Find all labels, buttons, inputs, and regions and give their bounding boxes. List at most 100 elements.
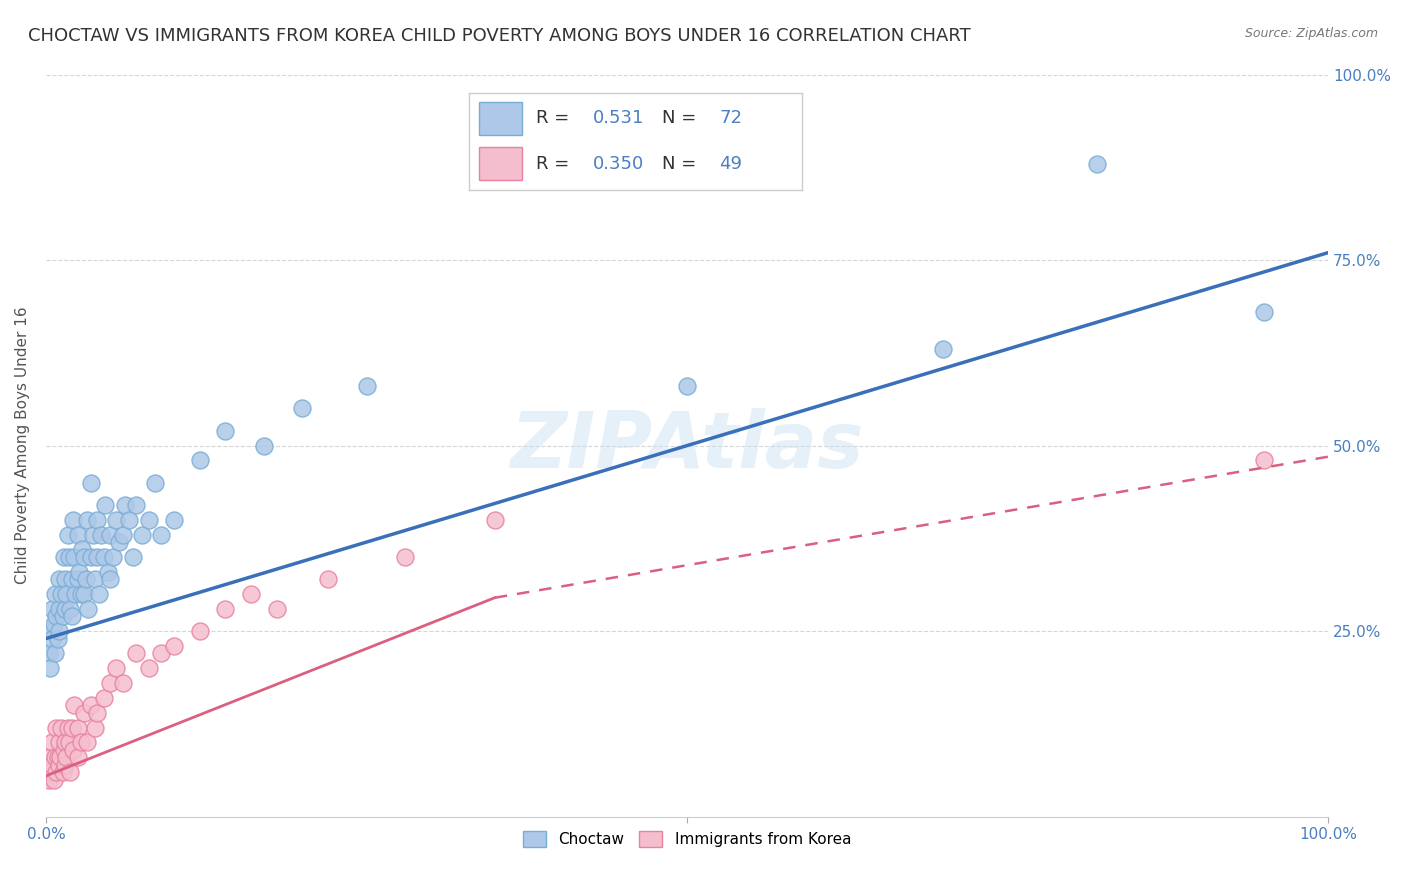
Point [214, 424, 236, 438]
Point [86, 513, 108, 527]
Point [83, 721, 105, 735]
Point [48, 572, 70, 586]
Point [101, 549, 124, 564]
Point [53, 572, 76, 586]
Point [108, 535, 131, 549]
Point [80, 698, 103, 713]
Point [44, 587, 66, 601]
Point [484, 513, 506, 527]
Point [60, 721, 83, 735]
Point [70, 542, 93, 557]
Point [73, 587, 96, 601]
Point [75, 572, 97, 586]
Point [150, 527, 173, 541]
Point [291, 401, 314, 416]
Point [60, 609, 83, 624]
Point [82, 527, 104, 541]
Point [38, 661, 60, 675]
Point [1253, 453, 1275, 467]
Point [48, 757, 70, 772]
Point [125, 498, 148, 512]
Point [66, 721, 89, 735]
Point [42, 772, 65, 787]
Point [138, 513, 160, 527]
Point [83, 572, 105, 586]
Point [62, 743, 84, 757]
Point [86, 549, 108, 564]
Point [41, 632, 63, 646]
Point [46, 632, 69, 646]
Point [105, 661, 128, 675]
Point [39, 624, 62, 639]
Point [52, 765, 75, 780]
Point [253, 439, 276, 453]
Text: ZIPAtlas: ZIPAtlas [510, 408, 863, 483]
Point [56, 721, 79, 735]
Point [76, 735, 98, 749]
Point [51, 721, 73, 735]
Point [49, 750, 72, 764]
Point [163, 639, 186, 653]
Point [69, 587, 91, 601]
Y-axis label: Child Poverty Among Boys Under 16: Child Poverty Among Boys Under 16 [15, 307, 30, 584]
Point [55, 750, 77, 764]
Point [66, 527, 89, 541]
Point [63, 549, 86, 564]
Point [105, 513, 128, 527]
Point [316, 572, 339, 586]
Point [66, 572, 89, 586]
Point [41, 757, 63, 772]
Point [59, 602, 82, 616]
Point [45, 721, 67, 735]
Point [44, 750, 66, 764]
Point [52, 743, 75, 757]
Point [676, 379, 699, 393]
Point [39, 765, 62, 780]
Point [150, 647, 173, 661]
Point [52, 549, 75, 564]
Point [52, 609, 75, 624]
Point [122, 549, 145, 564]
Point [188, 624, 211, 639]
Point [38, 772, 60, 787]
Point [67, 565, 90, 579]
Point [111, 676, 134, 690]
Point [65, 587, 87, 601]
Point [94, 498, 117, 512]
Point [60, 572, 83, 586]
Point [93, 549, 115, 564]
Point [58, 735, 80, 749]
Point [86, 706, 108, 720]
Point [163, 513, 186, 527]
Point [125, 647, 148, 661]
Text: Source: ZipAtlas.com: Source: ZipAtlas.com [1244, 27, 1378, 40]
Point [56, 527, 79, 541]
Point [77, 602, 100, 616]
Point [76, 513, 98, 527]
Point [41, 735, 63, 749]
Point [240, 587, 263, 601]
Point [46, 750, 69, 764]
Point [356, 379, 378, 393]
Point [44, 647, 66, 661]
Point [87, 587, 110, 601]
Point [98, 572, 121, 586]
Point [932, 342, 955, 356]
Point [80, 475, 103, 490]
Point [58, 549, 80, 564]
Point [1253, 305, 1275, 319]
Point [42, 616, 65, 631]
Point [98, 676, 121, 690]
Point [48, 602, 70, 616]
Point [55, 587, 77, 601]
Point [214, 602, 236, 616]
Point [114, 498, 136, 512]
Point [48, 624, 70, 639]
Point [143, 475, 166, 490]
Point [51, 587, 73, 601]
Point [48, 735, 70, 749]
Point [66, 750, 89, 764]
Point [59, 765, 82, 780]
Point [80, 549, 103, 564]
Point [73, 549, 96, 564]
